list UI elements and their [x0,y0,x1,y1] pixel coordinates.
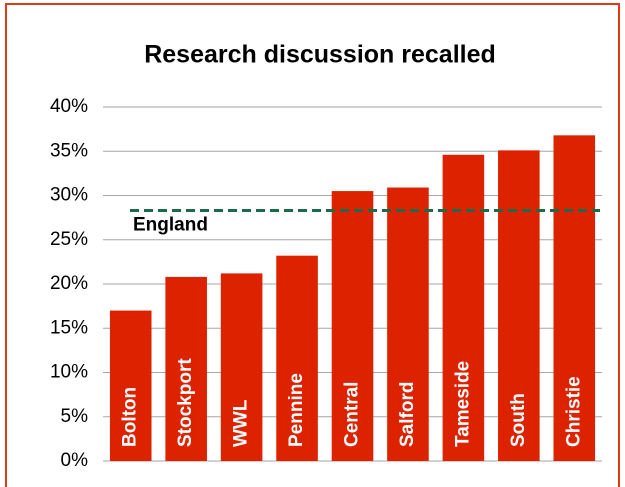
y-tick-label: 25% [50,229,88,250]
y-tick-label: 0% [61,450,89,471]
bar [387,187,429,461]
y-tick-label: 40% [50,96,88,117]
bar-label: Christie [563,376,584,447]
y-tick-label: 20% [50,273,88,294]
y-tick-label: 10% [50,362,88,383]
y-tick-label: 30% [50,185,88,206]
bar-label: Bolton [120,387,141,447]
bar [331,191,374,461]
bar [165,276,207,461]
bar [220,273,263,461]
bar-label: Tameside [452,361,473,447]
bar [442,154,485,462]
y-tick-label: 35% [50,140,88,161]
bar-label: Pennine [286,373,307,447]
bar [109,310,152,461]
bar [553,135,596,461]
bar-label: Stockport [175,358,196,447]
reference-label: England [133,215,208,236]
bar [276,255,318,461]
y-tick-label: 15% [50,317,88,338]
bar-label: Salford [397,382,418,447]
chart-title: Research discussion recalled [144,41,496,69]
bar [498,150,540,462]
bar-label: WWL [231,399,252,447]
bar-label: South [508,393,529,447]
frame [5,3,620,487]
bar-label: Central [342,382,363,447]
y-tick-label: 5% [61,406,89,427]
